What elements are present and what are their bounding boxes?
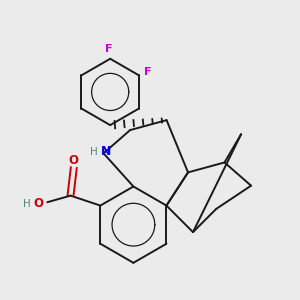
Text: H: H [90,147,98,157]
Text: F: F [105,44,112,55]
Text: F: F [145,67,152,77]
Text: H: H [23,199,31,209]
Text: O: O [33,197,43,210]
Text: N: N [101,145,111,158]
Text: O: O [69,154,79,166]
